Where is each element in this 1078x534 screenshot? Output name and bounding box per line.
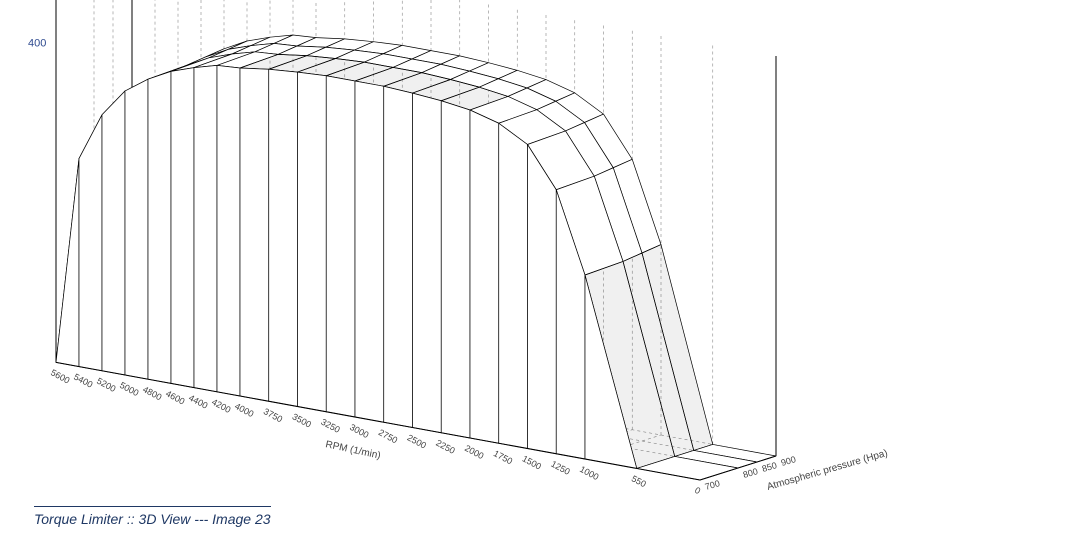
surface-chart: 4000550100012501500175020002250250027503… xyxy=(0,0,1078,534)
svg-text:550: 550 xyxy=(630,473,648,489)
svg-text:5600: 5600 xyxy=(49,367,71,385)
svg-text:5400: 5400 xyxy=(72,372,94,390)
svg-text:2250: 2250 xyxy=(434,438,456,456)
svg-text:1750: 1750 xyxy=(492,448,514,466)
svg-text:4200: 4200 xyxy=(210,397,232,415)
svg-text:RPM (1/min): RPM (1/min) xyxy=(324,439,381,461)
svg-text:5000: 5000 xyxy=(118,380,140,398)
chart-container: { "caption": "Torque Limiter :: 3D View … xyxy=(0,0,1078,534)
svg-text:900: 900 xyxy=(780,454,797,468)
svg-text:3000: 3000 xyxy=(348,422,370,440)
svg-text:3500: 3500 xyxy=(291,411,313,429)
svg-text:800: 800 xyxy=(742,466,759,480)
svg-text:850: 850 xyxy=(761,460,778,474)
svg-text:1000: 1000 xyxy=(578,464,600,482)
svg-text:3250: 3250 xyxy=(319,417,341,435)
svg-text:0: 0 xyxy=(693,485,702,496)
svg-text:700: 700 xyxy=(704,478,721,492)
svg-text:400: 400 xyxy=(28,37,46,49)
svg-text:4400: 4400 xyxy=(187,393,209,411)
svg-text:2500: 2500 xyxy=(406,432,428,450)
svg-text:4000: 4000 xyxy=(233,401,255,419)
svg-text:4800: 4800 xyxy=(141,384,163,402)
svg-text:4600: 4600 xyxy=(164,388,186,406)
svg-text:Atmospheric pressure (Hpa): Atmospheric pressure (Hpa) xyxy=(766,448,889,493)
svg-text:2000: 2000 xyxy=(463,443,485,461)
svg-text:3750: 3750 xyxy=(262,406,284,424)
svg-text:1250: 1250 xyxy=(549,459,571,477)
chart-caption: Torque Limiter :: 3D View --- Image 23 xyxy=(34,506,271,527)
svg-text:2750: 2750 xyxy=(377,427,399,445)
svg-text:1500: 1500 xyxy=(521,453,543,471)
svg-text:5200: 5200 xyxy=(95,376,117,394)
